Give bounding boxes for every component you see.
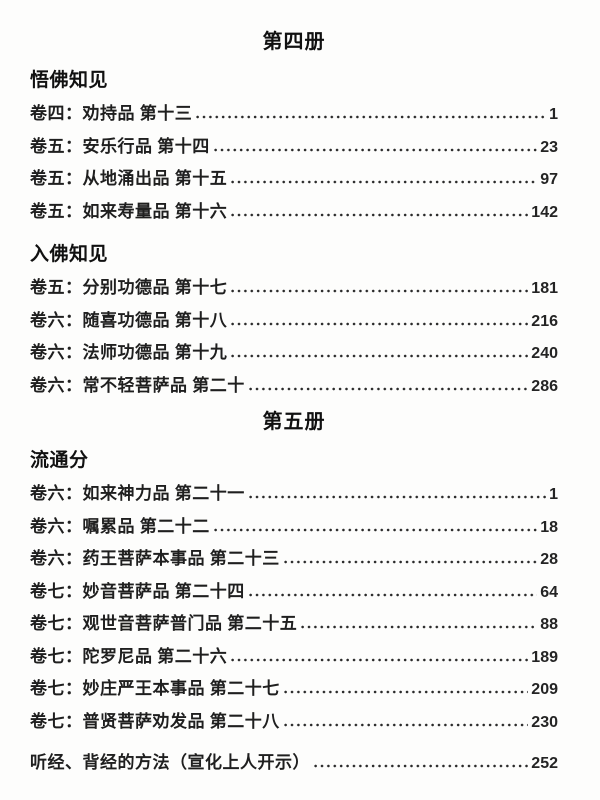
- toc-group-wu-fo-zhi-jian: 悟佛知见 卷四：劝持品 第十三 1 卷五：安乐行品 第十四 23 卷五：从地涌出…: [30, 68, 558, 228]
- dot-leader: [213, 527, 538, 532]
- dot-leader: [248, 592, 538, 597]
- toc-entry: 卷五：分别功德品 第十七 181: [30, 272, 558, 305]
- dot-leader: [231, 212, 529, 217]
- toc-entry-page: 28: [540, 551, 558, 568]
- toc-entry-label: 卷六：法师功德品 第十九: [30, 343, 228, 362]
- toc-entry-page: 181: [531, 280, 558, 297]
- dot-leader: [283, 560, 538, 564]
- toc-entry: 卷七：妙音菩萨品 第二十四 64: [30, 576, 558, 609]
- toc-entry-label: 卷六：常不轻菩萨品 第二十: [30, 375, 245, 395]
- toc-entry-label: 卷五：分别功德品 第十七: [30, 278, 228, 297]
- dot-leader: [213, 147, 538, 152]
- toc-entry: 卷六：如来神力品 第二十一 1: [30, 478, 558, 511]
- dot-leader: [283, 722, 529, 727]
- toc-entry-page: 209: [531, 681, 558, 698]
- dot-leader: [231, 657, 529, 662]
- toc-entry-label: 卷六：药王菩萨本事品 第二十三: [30, 549, 280, 568]
- toc-entry: 卷六：嘱累品 第二十二 18: [30, 511, 558, 544]
- toc-entry: 卷六：常不轻菩萨品 第二十 286: [30, 370, 558, 403]
- toc-entry-page: 1: [549, 486, 558, 503]
- volume-5-section: 第五册 流通分 卷六：如来神力品 第二十一 1 卷六：嘱累品 第二十二 18 卷…: [30, 408, 558, 738]
- toc-entry-label: 卷七：观世音菩萨普门品 第二十五: [30, 614, 298, 633]
- dot-leader: [231, 321, 529, 326]
- toc-entry: 卷六：药王菩萨本事品 第二十三 28: [30, 543, 558, 576]
- toc-entry-page: 286: [531, 377, 558, 395]
- toc-group-ru-fo-zhi-jian: 入佛知见 卷五：分别功德品 第十七 181 卷六：随喜功德品 第十八 216 卷…: [30, 242, 558, 402]
- toc-entry-page: 230: [531, 713, 558, 731]
- group-heading: 入佛知见: [30, 244, 109, 265]
- toc-entry-label: 卷五：从地涌出品 第十五: [30, 169, 228, 188]
- dot-leader: [248, 386, 529, 391]
- appendix-entry-label: 听经、背经的方法（宣化上人开示）: [30, 753, 310, 772]
- volume-title: 第四册: [262, 31, 326, 53]
- group-heading: 悟佛知见: [30, 70, 109, 91]
- toc-entry: 卷七：妙庄严王本事品 第二十七 209: [30, 673, 558, 706]
- toc-entry: 卷五：从地涌出品 第十五 97: [30, 163, 558, 196]
- toc-entry: 卷六：随喜功德品 第十八 216: [30, 305, 558, 338]
- toc-entry-page: 88: [540, 616, 558, 633]
- group-heading: 流通分: [30, 450, 89, 471]
- toc-group-liu-tong-fen: 流通分 卷六：如来神力品 第二十一 1 卷六：嘱累品 第二十二 18 卷六：药王…: [30, 448, 558, 738]
- toc-entry-label: 卷七：妙音菩萨品 第二十四: [30, 581, 245, 601]
- toc-entry-page: 1: [549, 106, 558, 123]
- toc-entry-label: 卷六：如来神力品 第二十一: [30, 484, 245, 503]
- toc-entry-label: 卷五：安乐行品 第十四: [30, 136, 210, 156]
- dot-leader: [314, 764, 529, 768]
- toc-entry-label: 卷五：如来寿量品 第十六: [30, 201, 228, 221]
- toc-entry-label: 卷四：劝持品 第十三: [30, 104, 193, 123]
- dot-leader: [231, 354, 529, 358]
- toc-entry-label: 卷七：陀罗尼品 第二十六: [30, 646, 228, 666]
- toc-entry: 卷六：法师功德品 第十九 240: [30, 337, 558, 370]
- toc-entry: 卷五：如来寿量品 第十六 142: [30, 196, 558, 229]
- dot-leader: [301, 625, 538, 629]
- toc-entry-label: 卷六：嘱累品 第二十二: [30, 516, 210, 536]
- toc-entry-page: 97: [540, 171, 558, 188]
- volume-title: 第五册: [262, 411, 326, 433]
- toc-entry: 卷四：劝持品 第十三 1: [30, 98, 558, 131]
- toc-entry-page: 216: [531, 312, 558, 330]
- toc-entry-label: 卷七：普贤菩萨劝发品 第二十八: [30, 711, 280, 731]
- toc-entry-page: 23: [540, 138, 558, 156]
- dot-leader: [231, 289, 529, 293]
- toc-entry-page: 64: [540, 583, 558, 601]
- toc-entry-page: 142: [531, 203, 558, 221]
- volume-4-section: 第四册 悟佛知见 卷四：劝持品 第十三 1 卷五：安乐行品 第十四 23 卷五：…: [30, 28, 558, 402]
- dot-leader: [231, 180, 538, 184]
- dot-leader: [196, 115, 547, 119]
- toc-entry-page: 240: [531, 345, 558, 362]
- toc-entry-page: 18: [540, 518, 558, 536]
- toc-entry: 卷五：安乐行品 第十四 23: [30, 131, 558, 164]
- dot-leader: [248, 495, 547, 499]
- appendix-entry: 听经、背经的方法（宣化上人开示） 252: [30, 747, 558, 780]
- toc-entry: 卷七：陀罗尼品 第二十六 189: [30, 641, 558, 674]
- toc-entry-label: 卷六：随喜功德品 第十八: [30, 310, 228, 330]
- toc-entry: 卷七：普贤菩萨劝发品 第二十八 230: [30, 706, 558, 739]
- dot-leader: [283, 690, 529, 694]
- toc-entry-label: 卷七：妙庄严王本事品 第二十七: [30, 679, 280, 698]
- toc-entry-page: 189: [531, 648, 558, 666]
- appendix-entry-page: 252: [531, 755, 558, 772]
- toc-entry: 卷七：观世音菩萨普门品 第二十五 88: [30, 608, 558, 641]
